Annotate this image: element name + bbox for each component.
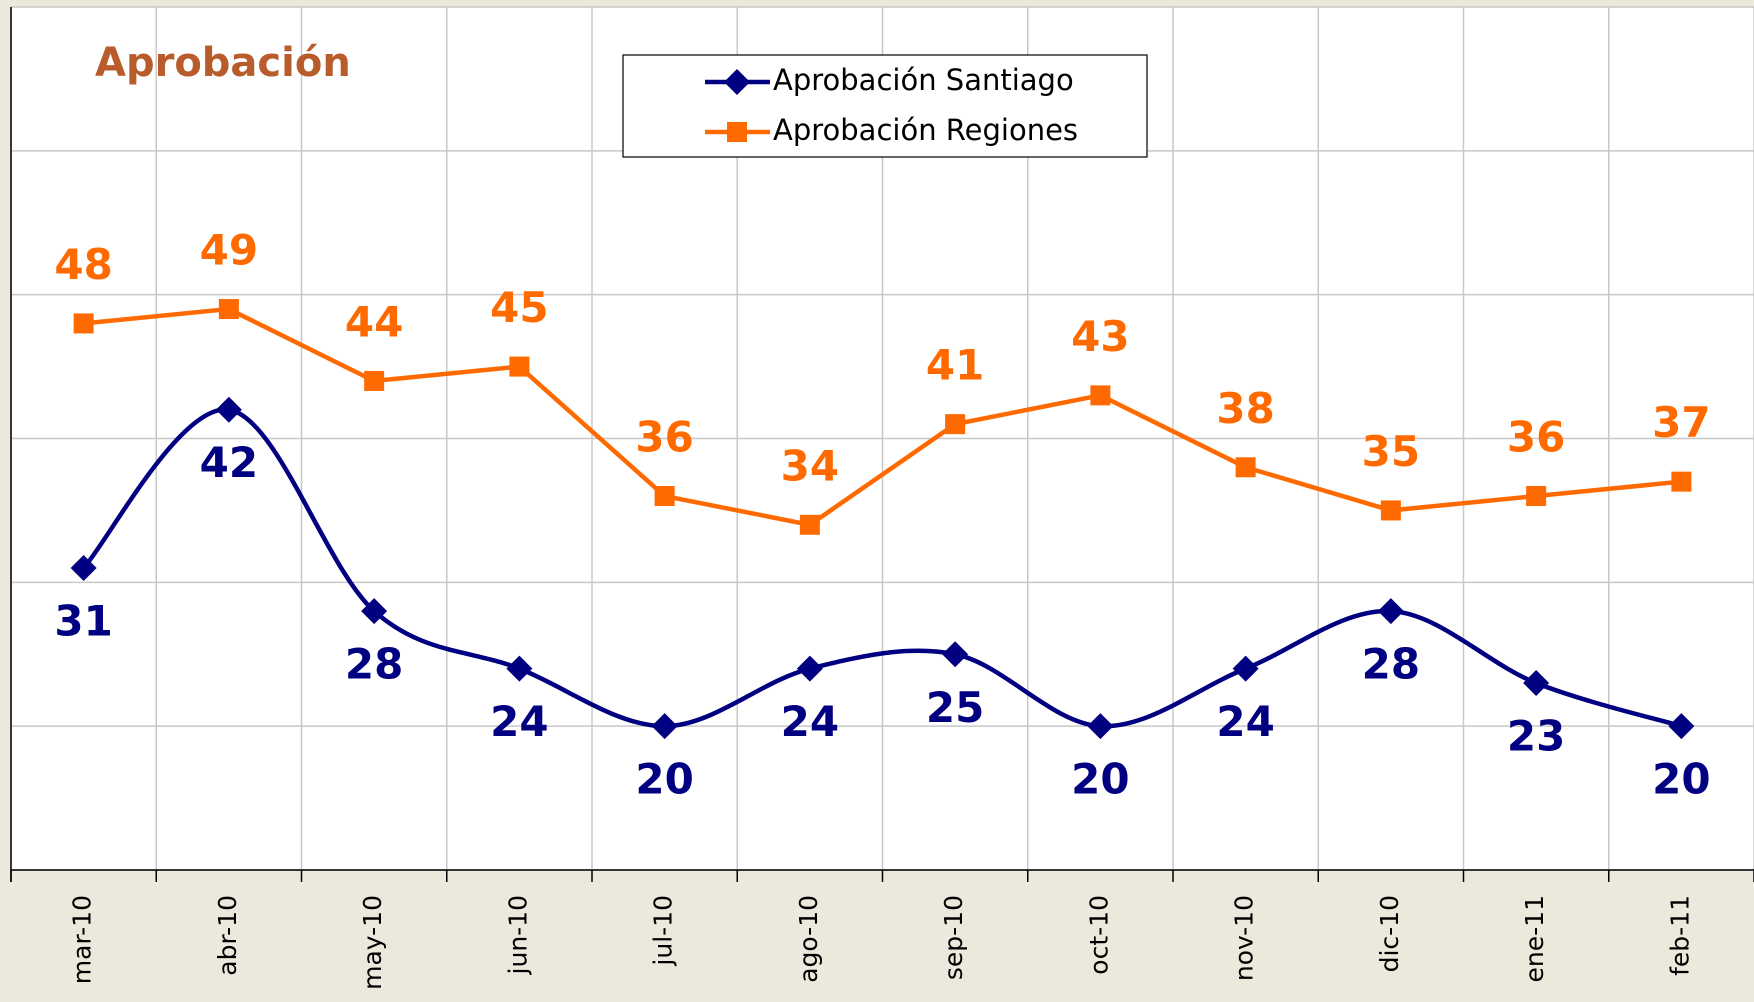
x-tick-label: dic-10 [1375,895,1404,972]
legend: Aprobación Santiago Aprobación Regiones [622,54,1148,158]
data-label: 48 [54,240,112,289]
data-label: 20 [1652,755,1710,804]
marker [218,299,239,320]
marker [724,69,750,95]
data-label: 36 [635,413,693,462]
data-label: 24 [1216,697,1274,746]
x-tick-label: sep-10 [939,895,968,980]
data-label: 25 [926,683,984,732]
x-tick-label: nov-10 [1230,895,1259,981]
marker [796,655,823,682]
data-label: 28 [1362,640,1420,689]
marker [1232,655,1259,682]
marker [654,486,675,507]
chart-title: Aprobación [95,40,351,86]
marker [509,356,530,377]
series-line [83,306,1682,528]
x-tick-label: oct-10 [1084,895,1113,975]
data-label: 23 [1507,712,1565,761]
data-label: 45 [490,283,548,332]
marker [364,370,385,391]
legend-label: Aprobación Regiones [773,113,1078,147]
x-tick-label: feb-11 [1665,895,1694,976]
data-label: 37 [1652,398,1710,447]
marker [942,641,969,668]
data-label: 20 [635,755,693,804]
marker [1380,500,1401,521]
legend-label: Aprobación Santiago [773,63,1074,97]
x-tick-label: abr-10 [213,895,242,976]
grid: mar-10 abr-10 may-10 jun-10 jul-10 ago-10 sep-… [10,6,1754,990]
data-label: 49 [200,226,258,275]
legend-box [622,54,1148,158]
marker [1671,471,1692,492]
x-tick-label: ene-11 [1520,895,1549,982]
marker [945,414,966,435]
data-label: 36 [1507,413,1565,462]
data-label: 28 [345,640,403,689]
marker [215,396,242,423]
marker [651,713,678,740]
data-label: 20 [1071,755,1129,804]
marker [1235,457,1256,478]
marker [1090,385,1111,406]
x-tick-label: jun-10 [503,895,532,975]
marks: 31 42 28 24 20 24 25 20 24 28 23 20 48 49 44 45 36 34 41 43… [54,226,1710,804]
x-tick-label: may-10 [358,895,387,990]
data-label: 31 [54,596,112,645]
x-tick-label: ago-10 [794,895,823,983]
marker [361,598,388,625]
x-tick-label: jul-10 [649,895,678,967]
data-label: 34 [781,441,839,490]
marker [70,554,97,581]
data-label: 43 [1071,312,1129,361]
data-label: 38 [1216,384,1274,433]
data-label: 41 [926,341,984,390]
data-label: 42 [200,438,258,487]
marker [1668,713,1695,740]
marker [1523,670,1550,697]
data-label: 24 [781,697,839,746]
data-label: 44 [345,297,403,346]
x-tick-label: mar-10 [68,895,97,984]
data-label: 24 [490,697,548,746]
marker [799,514,820,535]
marker [506,655,533,682]
marker [1377,598,1404,625]
marker [1526,486,1547,507]
data-label: 35 [1362,427,1420,476]
marker [73,313,94,334]
marker [1087,713,1114,740]
marker [727,122,747,142]
